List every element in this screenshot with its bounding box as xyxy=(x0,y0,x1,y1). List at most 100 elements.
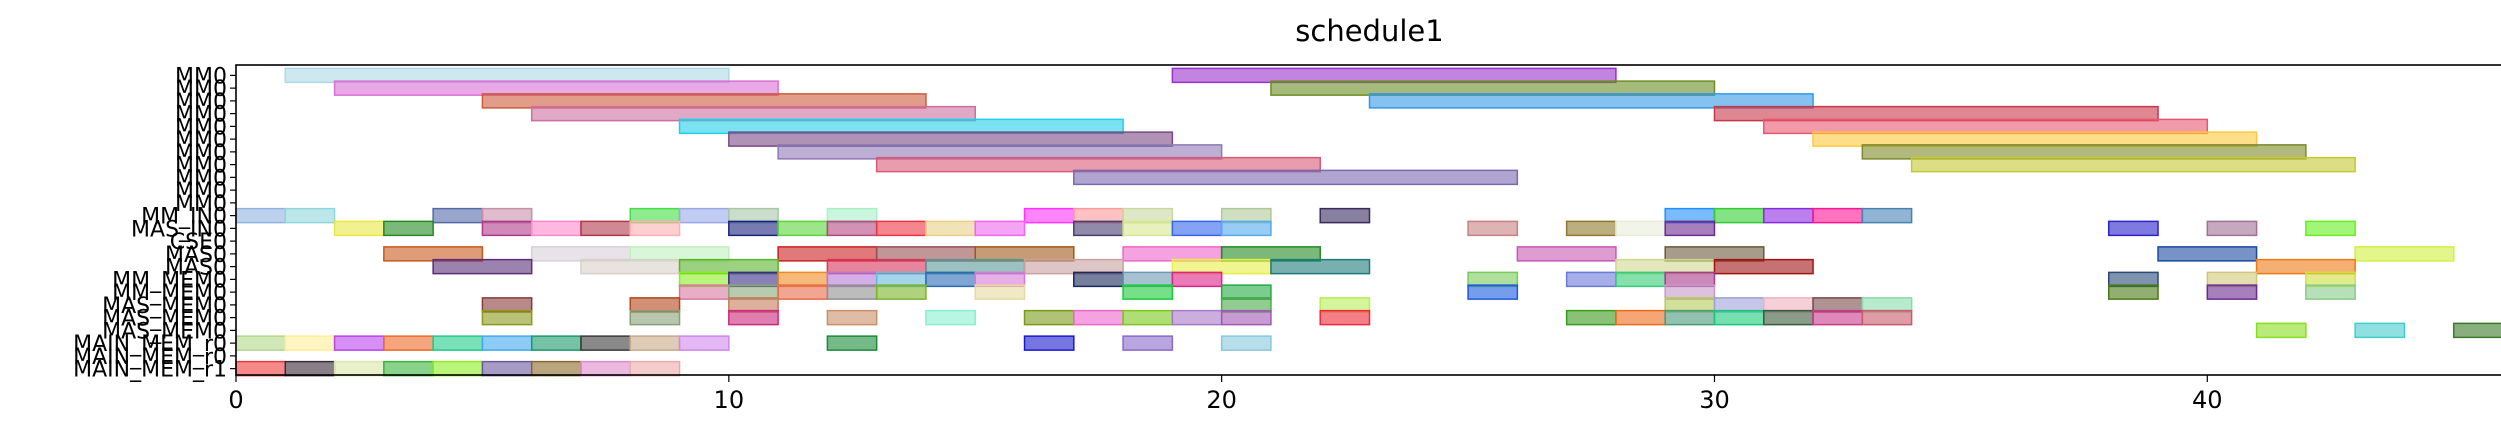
gantt-bar xyxy=(629,297,681,313)
gantt-bar xyxy=(875,271,927,288)
gantt-bar xyxy=(1171,309,1223,326)
gantt-bar xyxy=(1467,284,1519,300)
gantt-bar xyxy=(1664,207,1716,224)
gantt-bar xyxy=(1073,220,1124,237)
gantt-bar xyxy=(1615,220,1666,237)
y-tick-label: MM_MEM0 xyxy=(112,281,227,306)
gantt-bar xyxy=(1270,80,1716,96)
gantt-bar xyxy=(974,284,1026,300)
gantt-bar xyxy=(1023,207,1075,224)
gantt-bar xyxy=(2305,271,2356,288)
gantt-bar xyxy=(777,284,829,300)
gantt-bar xyxy=(580,258,681,275)
gantt-bar xyxy=(1220,309,1272,326)
y-tick-label: CSE0 xyxy=(170,230,227,255)
x-tick-label: 30 xyxy=(1699,386,1730,414)
gantt-bar xyxy=(235,207,287,224)
gantt-bar xyxy=(728,220,779,237)
gantt-bar xyxy=(1220,220,1272,237)
gantt-bar xyxy=(728,271,779,288)
gantt-bar xyxy=(1713,297,1765,313)
gantt-bar xyxy=(1812,207,1864,224)
gantt-bar xyxy=(629,309,681,326)
gantt-bar xyxy=(1664,271,1716,288)
gantt-bar xyxy=(1368,93,1814,109)
gantt-bar xyxy=(629,220,681,237)
gantt-bar xyxy=(1565,309,1617,326)
gantt-bar xyxy=(1122,284,1174,300)
gantt-bar xyxy=(1023,258,1124,275)
gantt-bar xyxy=(826,335,878,351)
gantt-bar xyxy=(728,297,779,313)
y-tick-label: MAS_IN0 xyxy=(131,217,227,242)
gantt-bar xyxy=(481,360,533,377)
gantt-bar xyxy=(333,220,385,237)
gantt-bar xyxy=(925,271,976,288)
gantt-bar xyxy=(629,207,681,224)
gantt-bar xyxy=(728,131,1174,147)
gantt-bar xyxy=(2255,322,2307,339)
gantt-bar xyxy=(826,207,878,224)
gantt-bar xyxy=(1319,297,1371,313)
gantt-bar xyxy=(580,220,632,237)
gantt-bar xyxy=(1122,271,1174,288)
gantt-bar xyxy=(1861,309,1913,326)
gantt-bar xyxy=(481,335,533,351)
gantt-bar xyxy=(925,309,976,326)
gantt-bar xyxy=(1861,207,1913,224)
axes-frame xyxy=(235,64,2501,376)
gantt-bar xyxy=(777,144,1223,160)
gantt-bar xyxy=(235,360,287,377)
gantt-bar xyxy=(728,207,779,224)
gantt-bar xyxy=(1763,118,2209,135)
gantt-bar xyxy=(284,335,336,351)
gantt-bar xyxy=(678,271,730,288)
y-tick-label: MAS_MEM0 xyxy=(102,307,227,332)
gantt-bar xyxy=(678,207,730,224)
gantt-bar xyxy=(875,156,1321,173)
gantt-bar xyxy=(530,246,632,262)
gantt-bar xyxy=(2305,220,2356,237)
gantt-bar xyxy=(1023,309,1075,326)
y-axis-ticks: MM0MM0MM0MM0MM0MM0MM0MM0MM0MM0MM0MM_IN0M… xyxy=(73,64,236,383)
gantt-bar xyxy=(481,309,533,326)
gantt-bar xyxy=(1171,258,1272,275)
gantt-bar xyxy=(481,207,533,224)
bars-layer xyxy=(235,67,2501,377)
gantt-bar xyxy=(432,207,484,224)
gantt-bar xyxy=(1861,144,2307,160)
gantt-bar xyxy=(1713,105,2159,122)
gantt-bar xyxy=(777,220,829,237)
gantt-bar xyxy=(383,335,434,351)
gantt-bar xyxy=(875,284,927,300)
gantt-bar xyxy=(1763,309,1814,326)
gantt-bar xyxy=(678,258,779,275)
gantt-bar xyxy=(1073,309,1124,326)
gantt-bar xyxy=(481,220,533,237)
gantt-bar xyxy=(1122,309,1174,326)
gantt-bar xyxy=(875,220,927,237)
gantt-bar xyxy=(1073,271,1124,288)
gantt-bar xyxy=(383,246,484,262)
y-tick-label: MAIN_MEM_r0 xyxy=(73,332,227,357)
gantt-bar xyxy=(580,360,632,377)
gantt-bar xyxy=(530,220,582,237)
gantt-bar xyxy=(1812,309,1864,326)
gantt-bar xyxy=(1073,207,1124,224)
gantt-bar xyxy=(1467,271,1519,288)
gantt-bar xyxy=(875,246,976,262)
gantt-bar xyxy=(1615,271,1666,288)
gantt-bar xyxy=(1122,246,1223,262)
gantt-bar xyxy=(2452,322,2501,339)
y-tick-label: MM0 xyxy=(175,115,227,140)
gantt-bar xyxy=(728,284,779,300)
gantt-bar xyxy=(1319,309,1371,326)
gantt-bar xyxy=(629,335,681,351)
gantt-bar xyxy=(728,309,779,326)
gantt-bar xyxy=(678,118,1124,135)
y-tick-label: MM0 xyxy=(175,154,227,179)
gantt-bar xyxy=(1220,246,1321,262)
gantt-bar xyxy=(1615,309,1666,326)
gantt-bar xyxy=(333,360,385,377)
